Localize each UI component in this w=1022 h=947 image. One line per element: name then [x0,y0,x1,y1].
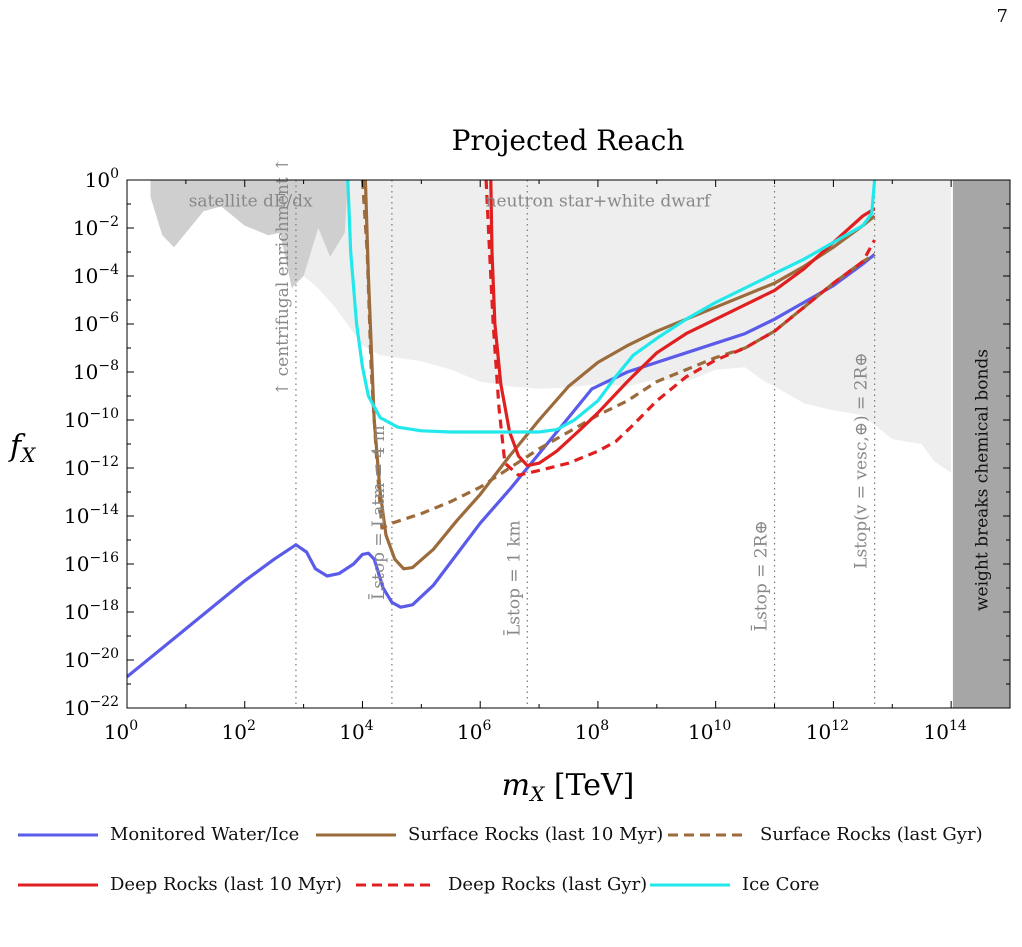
y-tick-label: 10−12 [64,454,119,480]
y-tick-label: 100 [85,166,119,192]
y-axis-label: fX [8,429,36,467]
legend-item-surface-10myr: Surface Rocks (last 10 Myr) [316,824,663,845]
escape-line-label: Lstop(v = vesc,⊕) = 2R⊕ [852,352,872,568]
legend-item-ice-core: Ice Core [650,874,819,895]
legend-row-2: Deep Rocks (last 10 Myr) Deep Rocks (las… [0,874,1022,904]
centrifugal-line-label: ↑ centrifugal enrichment ↑ [273,158,293,396]
legend-label-water: Monitored Water/Ice [110,824,300,845]
legend-swatch-surface-gyr [668,833,748,836]
y-tick-label: 10−10 [64,406,119,432]
page-number: 7 [996,6,1008,27]
series-monitored-water-ice [127,253,876,679]
satellite-dE-dx-region [150,180,348,288]
y-tick-label: 10−6 [73,310,119,336]
x-tick-label: 1014 [923,718,966,744]
x-axis-label-m: m [502,768,530,803]
y-tick-label: 10−20 [64,646,119,672]
legend-swatch-surface-10myr [316,833,396,836]
legend-item-deep-gyr: Deep Rocks (last Gyr) [356,874,647,895]
legend-label-surface-10myr: Surface Rocks (last 10 Myr) [408,824,664,845]
series-surface-rocks-last-gyr [360,180,876,530]
series-ice-core [346,180,877,434]
x-tick-label: 1010 [688,718,731,744]
weight-region-label: weight breaks chemical bonds [972,349,992,611]
legend-row-1: Monitored Water/Ice Surface Rocks (last … [0,824,1022,854]
series-deep-rocks-last-10-myr [489,180,876,468]
weight-breaks-bonds-region [952,180,1010,708]
x-tick-label: 108 [575,718,609,744]
legend-swatch-water [18,833,98,836]
chart-title: Projected Reach [452,124,685,157]
x-tick-label: 106 [457,718,491,744]
y-tick-label: 10−22 [64,694,119,720]
legend-swatch-ice-core [650,883,730,886]
projected-reach-chart: Projected Reach satellite dE/dx neutron s… [8,124,1011,806]
series-surface-rocks-last-10-myr [363,180,876,571]
y-tick-label: 10−14 [64,502,119,528]
legend-swatch-deep-10myr [18,883,98,886]
legend-label-surface-gyr: Surface Rocks (last Gyr) [760,824,983,845]
y-tick-label: 10−2 [73,214,119,240]
legend-item-deep-10myr: Deep Rocks (last 10 Myr) [18,874,342,895]
neutron-star-label: neutron star+white dwarf [486,191,712,211]
y-tick-label: 10−8 [73,358,119,384]
x-axis-label: mX [TeV] [502,768,635,806]
y-axis-label-sub: X [19,443,36,467]
legend-label-deep-10myr: Deep Rocks (last 10 Myr) [110,874,342,895]
x-tick-label: 104 [339,718,373,744]
one-km-line-label: L̄stop = 1 km [502,520,524,636]
legend-label-deep-gyr: Deep Rocks (last Gyr) [448,874,648,895]
legend-label-ice-core: Ice Core [742,874,820,895]
x-tick-label: 102 [222,718,256,744]
legend-swatch-deep-gyr [356,883,436,886]
y-tick-label: 10−18 [64,598,119,624]
x-tick-label: 1012 [806,718,849,744]
legend-item-water: Monitored Water/Ice [18,824,299,845]
x-tick-label: 100 [104,718,138,744]
series-deep-rocks-last-gyr [484,180,877,477]
satellite-label: satellite dE/dx [189,191,313,211]
two-earth-radius-line-label: L̄stop = 2R⊕ [749,520,771,631]
y-tick-label: 10−16 [64,550,119,576]
x-axis-label-sub: X [528,782,545,806]
y-tick-label: 10−4 [73,262,119,288]
legend-item-surface-gyr: Surface Rocks (last Gyr) [668,824,983,845]
atm-line-label: L̄stop = Latm = 4 m [367,425,389,600]
x-axis-label-unit: [TeV] [544,768,634,803]
